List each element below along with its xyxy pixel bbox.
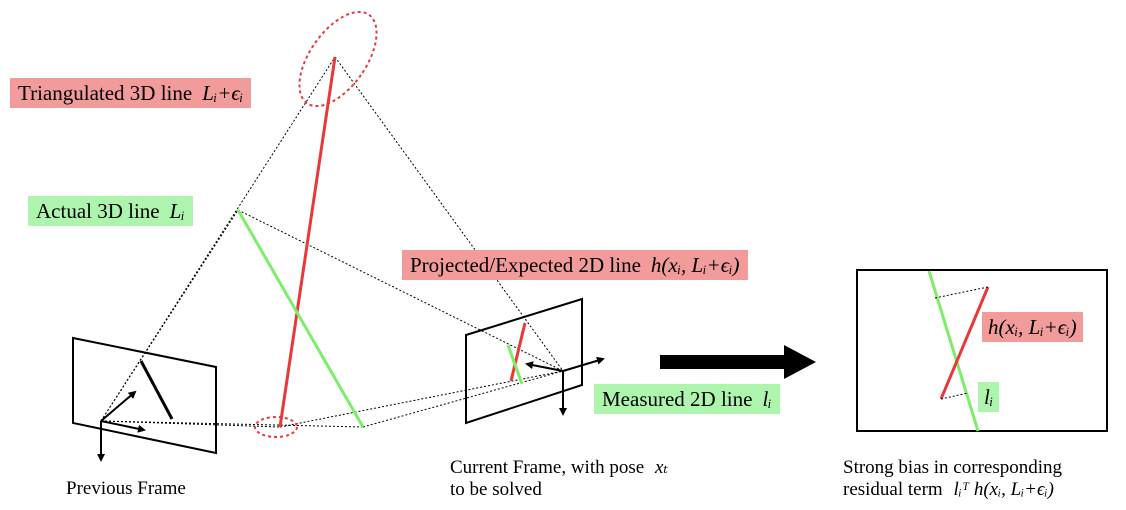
actual-3d-line (236, 209, 365, 428)
triangulated-3d-line-label: Triangulated 3D line Lᵢ+ϵᵢ (10, 78, 252, 108)
projected-2d-line (509, 322, 527, 382)
current-frame-plane (465, 297, 583, 425)
previous-frame-plane (72, 336, 217, 455)
inset-measured-label: lᵢ (978, 382, 1000, 412)
measured-2d-line (506, 344, 524, 385)
result-arrow (660, 345, 816, 379)
inset-projected-label: h(xᵢ, Lᵢ+ϵᵢ) (982, 312, 1083, 342)
previous-frame-caption: Previous Frame (66, 478, 186, 499)
top-endpoint-ellipse (298, 10, 378, 108)
triangulated-3d-line (278, 56, 337, 428)
bias-caption: Strong bias in corresponding residual te… (843, 457, 1063, 500)
current-frame-axes (525, 356, 605, 416)
inset-residual-distances (934, 286, 989, 400)
projected-2d-line-label: Projected/Expected 2D line h(xᵢ, Lᵢ+ϵᵢ) (402, 250, 748, 280)
inset-projected-line (939, 286, 990, 400)
bottom-endpoint-ellipse (254, 416, 298, 438)
previous-frame-observed-line (139, 360, 174, 420)
projection-rays (100, 56, 564, 428)
current-frame-caption: Current Frame, with pose xₜ to be solved (450, 457, 669, 500)
measured-2d-line-label: Measured 2D line lᵢ (594, 384, 780, 414)
actual-3d-line-label: Actual 3D line Lᵢ (28, 196, 193, 226)
residual-inset-frame (856, 269, 1108, 432)
inset-measured-line (927, 270, 980, 432)
previous-frame-axes (97, 390, 146, 462)
